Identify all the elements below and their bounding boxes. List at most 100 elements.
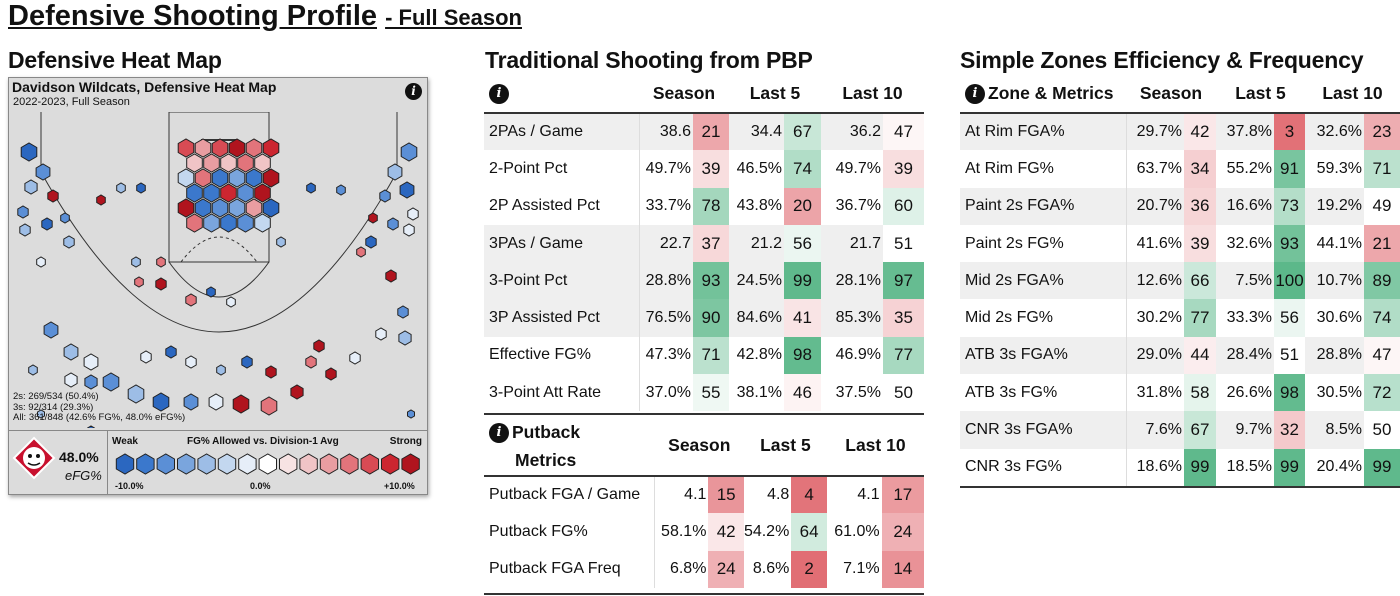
season-value: 7.6% bbox=[1126, 411, 1184, 449]
hexbin bbox=[60, 212, 70, 224]
last5-value: 42.8% bbox=[736, 346, 782, 364]
table-row: 3-Point Pct 28.8% 93 24.5% 99 28.1% 97 bbox=[484, 262, 924, 300]
legend-hex bbox=[360, 453, 379, 475]
last5-value: 9.7% bbox=[1216, 411, 1274, 449]
row-label: 3PAs / Game bbox=[484, 224, 640, 263]
header-last10[interactable]: Last 10 bbox=[821, 75, 924, 114]
last10-rank: 24 bbox=[881, 513, 924, 551]
table-row: At Rim FG% 63.7% 34 55.2% 91 59.3% 71 bbox=[960, 150, 1400, 188]
season-value: 33.7% bbox=[645, 197, 691, 215]
hexbin bbox=[254, 153, 271, 173]
header-last10[interactable]: Last 10 bbox=[826, 416, 924, 477]
season-rank: 42 bbox=[708, 513, 744, 551]
info-icon[interactable]: i bbox=[489, 422, 509, 443]
header-season[interactable]: Season bbox=[639, 75, 729, 114]
legend-hex bbox=[238, 453, 257, 475]
season-rank: 39 bbox=[693, 150, 729, 188]
last5-value: 43.8% bbox=[736, 197, 782, 215]
hexbin bbox=[336, 184, 346, 196]
hexbin bbox=[399, 181, 415, 199]
hexbin bbox=[228, 138, 246, 158]
hexbin bbox=[379, 189, 391, 203]
season-value: 22.7 bbox=[639, 224, 693, 263]
row-label: Paint 2s FGA% bbox=[960, 187, 1127, 225]
table-row: Effective FG% 47.3% 71 42.8% 98 46.9% 77 bbox=[484, 336, 924, 375]
header-last5[interactable]: Last 5 bbox=[743, 416, 827, 477]
last10-rank: 35 bbox=[883, 299, 924, 337]
last10-value: 32.6% bbox=[1305, 113, 1364, 151]
putback-header-line2: Metrics bbox=[515, 449, 577, 470]
row-label: Paint 2s FG% bbox=[960, 224, 1127, 263]
hexbin bbox=[186, 183, 203, 203]
last10-value: 61.0% bbox=[834, 522, 880, 540]
table-row: CNR 3s FGA% 7.6% 67 9.7% 32 8.5% 50 bbox=[960, 411, 1400, 449]
table-row: Putback FGA Freq 6.8% 24 8.6% 2 7.1% 14 bbox=[484, 550, 924, 588]
hexbin bbox=[387, 217, 399, 231]
season-value: 31.8% bbox=[1136, 383, 1182, 401]
legend-max: +10.0% bbox=[384, 481, 415, 491]
info-icon[interactable]: i bbox=[965, 84, 985, 105]
hexbin bbox=[203, 213, 220, 233]
court-lines bbox=[40, 112, 398, 333]
last10-value: 49.7% bbox=[835, 159, 881, 177]
row-label: ATB 3s FGA% bbox=[960, 336, 1127, 375]
legend-color-scale bbox=[115, 453, 420, 475]
footer-divider bbox=[107, 430, 108, 494]
header-last5[interactable]: Last 5 bbox=[729, 75, 821, 114]
last5-value: 18.5% bbox=[1226, 458, 1272, 476]
hexbin bbox=[211, 198, 229, 218]
last5-rank: 91 bbox=[1274, 150, 1305, 188]
last5-rank: 100 bbox=[1274, 262, 1305, 300]
legend-hex bbox=[197, 453, 216, 475]
hexbin bbox=[407, 207, 419, 221]
row-label: Mid 2s FG% bbox=[960, 299, 1127, 337]
heatmap-footer bbox=[9, 430, 427, 494]
last10-value: 46.9% bbox=[835, 346, 881, 364]
wildcat-logo-icon bbox=[12, 436, 56, 480]
info-icon[interactable]: i bbox=[405, 83, 422, 100]
zones-table: i Zone & Metrics Season Last 5 Last 10 At… bbox=[960, 75, 1400, 486]
legend-hex bbox=[319, 453, 339, 475]
header-last10[interactable]: Last 10 bbox=[1305, 75, 1400, 114]
hexbin bbox=[155, 277, 167, 291]
hexbin bbox=[387, 163, 403, 181]
last10-rank: 99 bbox=[1364, 448, 1400, 486]
table-row: Paint 2s FGA% 20.7% 36 16.6% 73 19.2% 49 bbox=[960, 187, 1400, 225]
hexbin bbox=[43, 321, 59, 339]
season-rank: 36 bbox=[1184, 187, 1216, 225]
hexbin bbox=[375, 327, 387, 341]
season-value: 18.6% bbox=[1136, 458, 1182, 476]
last10-value: 4.1 bbox=[857, 486, 880, 504]
season-value: 63.7% bbox=[1136, 159, 1182, 177]
header-season[interactable]: Season bbox=[1126, 75, 1216, 114]
hexbin bbox=[19, 223, 31, 237]
hexbin bbox=[177, 138, 195, 158]
last10-rank: 97 bbox=[883, 262, 924, 300]
hexbin bbox=[216, 364, 226, 376]
last5-rank: 56 bbox=[784, 224, 821, 263]
last10-rank: 72 bbox=[1364, 374, 1400, 412]
last5-rank: 99 bbox=[784, 262, 821, 300]
hexbin bbox=[194, 138, 212, 158]
info-icon[interactable]: i bbox=[489, 84, 509, 105]
hexbin bbox=[313, 339, 325, 353]
hexbin bbox=[64, 372, 78, 388]
hexbin bbox=[403, 223, 415, 237]
hexbin bbox=[28, 364, 38, 376]
season-value: 12.6% bbox=[1126, 262, 1184, 300]
season-rank: 34 bbox=[1184, 150, 1216, 188]
season-rank: 44 bbox=[1184, 336, 1216, 375]
putback-body: Putback FGA / Game 4.1 15 4.8 4 4.1 17 Putback … bbox=[484, 476, 924, 588]
season-value: 38.6 bbox=[639, 113, 693, 151]
table-row: 3-Point Att Rate 37.0% 55 38.1% 46 37.5% 50 bbox=[484, 374, 924, 412]
page-title-sub: - Full Season bbox=[385, 5, 522, 30]
hexbin bbox=[41, 217, 53, 231]
legend-strong: Strong bbox=[389, 436, 422, 447]
hexbin bbox=[194, 168, 212, 188]
season-value: 29.0% bbox=[1126, 336, 1184, 375]
header-last5[interactable]: Last 5 bbox=[1216, 75, 1305, 114]
season-rank: 93 bbox=[693, 262, 729, 300]
season-value: 6.8% bbox=[669, 560, 707, 578]
header-season[interactable]: Season bbox=[654, 416, 744, 477]
last10-value: 10.7% bbox=[1305, 262, 1364, 300]
